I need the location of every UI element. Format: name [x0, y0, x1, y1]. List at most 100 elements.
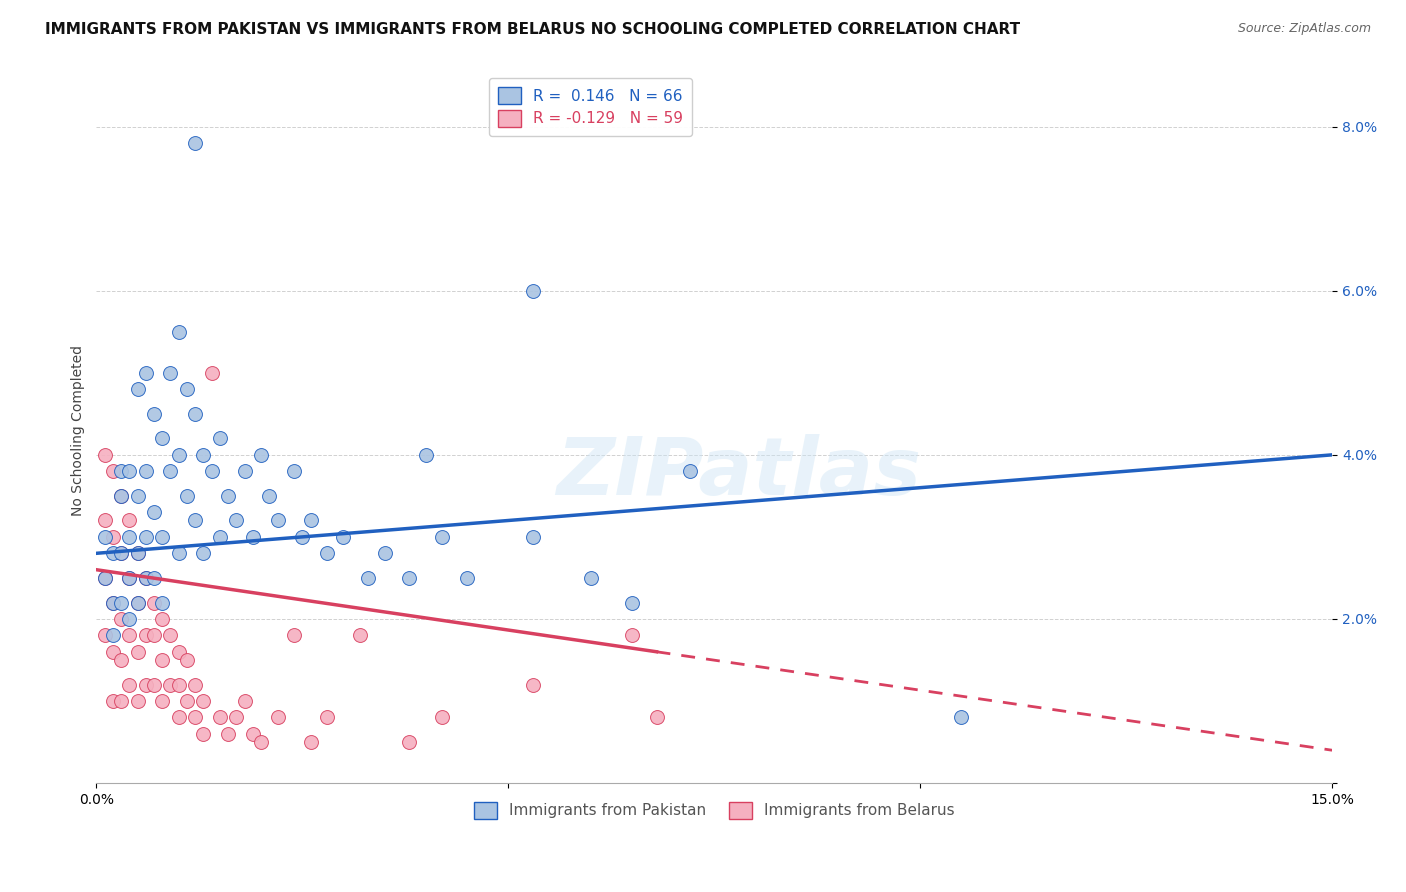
- Point: [135, 677, 157, 691]
- Point: [127, 382, 149, 396]
- Point: [110, 489, 132, 503]
- Point: [110, 489, 132, 503]
- Point: [167, 645, 190, 659]
- Point: [299, 735, 322, 749]
- Point: [678, 464, 700, 478]
- Point: [143, 677, 166, 691]
- Point: [225, 710, 247, 724]
- Point: [250, 448, 273, 462]
- Point: [93, 514, 115, 528]
- Point: [291, 530, 314, 544]
- Point: [110, 464, 132, 478]
- Point: [242, 727, 264, 741]
- Point: [150, 595, 173, 609]
- Point: [217, 489, 239, 503]
- Point: [143, 505, 166, 519]
- Point: [118, 571, 141, 585]
- Point: [522, 284, 544, 298]
- Point: [316, 546, 339, 560]
- Point: [208, 530, 231, 544]
- Point: [167, 677, 190, 691]
- Point: [110, 653, 132, 667]
- Point: [127, 489, 149, 503]
- Point: [193, 727, 215, 741]
- Point: [184, 514, 207, 528]
- Point: [143, 571, 166, 585]
- Point: [522, 530, 544, 544]
- Point: [332, 530, 354, 544]
- Point: [645, 710, 668, 724]
- Point: [93, 571, 115, 585]
- Point: [135, 571, 157, 585]
- Point: [283, 628, 305, 642]
- Point: [398, 735, 420, 749]
- Point: [127, 595, 149, 609]
- Point: [374, 546, 396, 560]
- Point: [357, 571, 380, 585]
- Point: [193, 694, 215, 708]
- Point: [432, 710, 454, 724]
- Point: [101, 464, 124, 478]
- Point: [101, 628, 124, 642]
- Point: [176, 694, 198, 708]
- Y-axis label: No Schooling Completed: No Schooling Completed: [72, 344, 86, 516]
- Point: [93, 571, 115, 585]
- Point: [150, 432, 173, 446]
- Point: [167, 325, 190, 339]
- Point: [135, 366, 157, 380]
- Point: [127, 546, 149, 560]
- Point: [101, 694, 124, 708]
- Point: [233, 464, 256, 478]
- Point: [456, 571, 478, 585]
- Point: [167, 546, 190, 560]
- Point: [208, 710, 231, 724]
- Point: [127, 645, 149, 659]
- Point: [259, 489, 281, 503]
- Point: [135, 571, 157, 585]
- Point: [176, 653, 198, 667]
- Point: [193, 546, 215, 560]
- Text: IMMIGRANTS FROM PAKISTAN VS IMMIGRANTS FROM BELARUS NO SCHOOLING COMPLETED CORRE: IMMIGRANTS FROM PAKISTAN VS IMMIGRANTS F…: [45, 22, 1021, 37]
- Point: [101, 645, 124, 659]
- Point: [159, 366, 181, 380]
- Point: [250, 735, 273, 749]
- Point: [184, 136, 207, 150]
- Point: [225, 514, 247, 528]
- Point: [201, 464, 224, 478]
- Point: [127, 546, 149, 560]
- Point: [159, 628, 181, 642]
- Point: [579, 571, 602, 585]
- Text: Source: ZipAtlas.com: Source: ZipAtlas.com: [1237, 22, 1371, 36]
- Point: [150, 694, 173, 708]
- Point: [159, 464, 181, 478]
- Point: [266, 710, 288, 724]
- Point: [143, 407, 166, 421]
- Point: [150, 530, 173, 544]
- Point: [208, 432, 231, 446]
- Point: [266, 514, 288, 528]
- Point: [143, 595, 166, 609]
- Point: [950, 710, 973, 724]
- Text: ZIPatlas: ZIPatlas: [557, 434, 921, 512]
- Point: [217, 727, 239, 741]
- Point: [135, 628, 157, 642]
- Point: [127, 595, 149, 609]
- Point: [299, 514, 322, 528]
- Point: [415, 448, 437, 462]
- Point: [620, 595, 643, 609]
- Point: [118, 628, 141, 642]
- Point: [316, 710, 339, 724]
- Point: [620, 628, 643, 642]
- Point: [101, 595, 124, 609]
- Point: [118, 612, 141, 626]
- Point: [101, 595, 124, 609]
- Point: [167, 448, 190, 462]
- Point: [150, 653, 173, 667]
- Legend: Immigrants from Pakistan, Immigrants from Belarus: Immigrants from Pakistan, Immigrants fro…: [468, 796, 960, 825]
- Point: [127, 694, 149, 708]
- Point: [184, 407, 207, 421]
- Point: [118, 571, 141, 585]
- Point: [93, 448, 115, 462]
- Point: [167, 710, 190, 724]
- Point: [110, 546, 132, 560]
